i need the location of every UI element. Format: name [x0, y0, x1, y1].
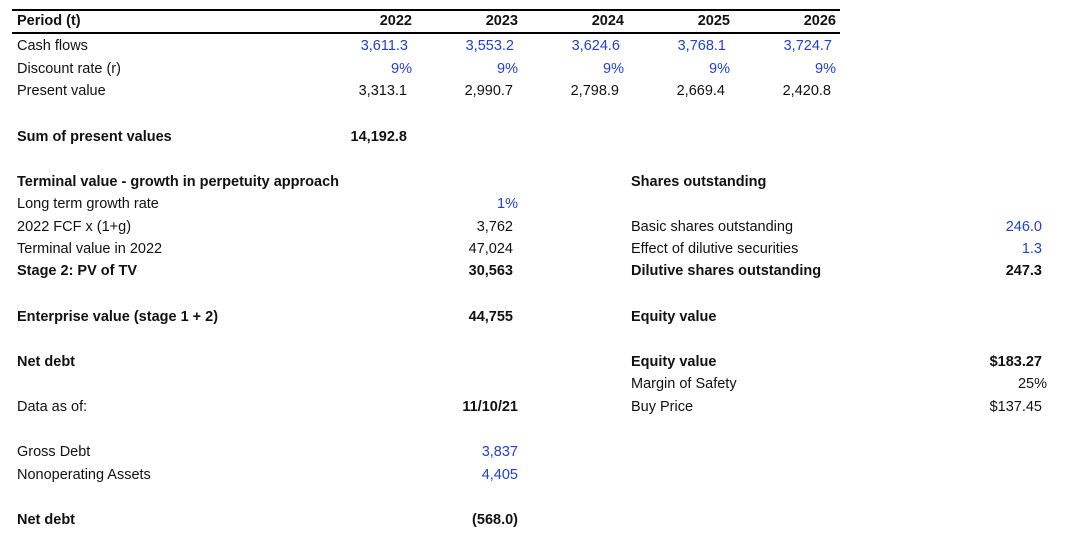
equity-value-value[interactable]: $183.27 — [989, 354, 1042, 370]
table-top-border — [12, 9, 840, 11]
year-header-2026: 2026 — [803, 13, 836, 29]
basic-shares-label: Basic shares outstanding — [631, 219, 794, 235]
discount-rate-cell[interactable]: 9% — [391, 61, 412, 77]
year-header-2025: 2025 — [697, 13, 730, 29]
header-underline — [12, 32, 840, 34]
sum-pv-label: Sum of present values — [17, 129, 172, 145]
discount-rate-cell[interactable]: 9% — [497, 61, 518, 77]
dilutive-securities-label: Effect of dilutive securities — [631, 241, 799, 257]
margin-of-safety-label: Margin of Safety — [631, 376, 737, 392]
diluted-shares-value[interactable]: 247.3 — [1005, 263, 1042, 279]
year-header-2023: 2023 — [485, 13, 518, 29]
growth-rate-label: Long term growth rate — [17, 196, 159, 212]
cash-flow-cell[interactable]: 3,553.2 — [465, 38, 514, 54]
sum-pv-value[interactable]: 14,192.8 — [350, 129, 407, 145]
pv-of-tv-label: Stage 2: PV of TV — [17, 263, 138, 279]
shares-outstanding-heading: Shares outstanding — [631, 174, 767, 190]
data-as-of-label: Data as of: — [17, 399, 88, 415]
enterprise-value-label: Enterprise value (stage 1 + 2) — [17, 309, 219, 325]
net-debt-total-label: Net debt — [17, 512, 75, 528]
basic-shares-value[interactable]: 246.0 — [1005, 219, 1042, 235]
cash-flow-cell[interactable]: 3,624.6 — [571, 38, 620, 54]
cash-flow-cell[interactable]: 3,768.1 — [677, 38, 726, 54]
cash-flow-cell[interactable]: 3,724.7 — [783, 38, 832, 54]
terminal-value-label: Terminal value in 2022 — [17, 241, 163, 257]
diluted-shares-label: Dilutive shares outstanding — [631, 263, 822, 279]
data-as-of-value[interactable]: 11/10/21 — [462, 399, 518, 415]
fcf-growth-label: 2022 FCF x (1+g) — [17, 219, 132, 235]
year-header-2024: 2024 — [591, 13, 624, 29]
nonoperating-assets-label: Nonoperating Assets — [17, 467, 151, 483]
period-header: Period (t) — [17, 13, 81, 29]
buy-price-value[interactable]: $137.45 — [989, 399, 1042, 415]
buy-price-label: Buy Price — [631, 399, 694, 415]
net-debt-heading: Net debt — [17, 354, 75, 370]
margin-of-safety-value[interactable]: 25% — [1017, 376, 1047, 392]
cash-flow-cell[interactable]: 3,611.3 — [360, 38, 408, 54]
equity-value-heading: Equity value — [631, 309, 717, 325]
pv-of-tv-value[interactable]: 30,563 — [468, 263, 513, 279]
present-value-cell[interactable]: 2,990.7 — [464, 83, 513, 99]
equity-value-label: Equity value — [631, 354, 717, 370]
discount-rate-cell[interactable]: 9% — [603, 61, 624, 77]
present-value-cell[interactable]: 3,313.1 — [358, 83, 407, 99]
terminal-value-value[interactable]: 47,024 — [468, 241, 513, 257]
present-value-cell[interactable]: 2,798.9 — [570, 83, 619, 99]
fcf-growth-value[interactable]: 3,762 — [476, 219, 513, 235]
gross-debt-value[interactable]: 3,837 — [481, 444, 518, 460]
terminal-value-heading: Terminal value - growth in perpetuity ap… — [17, 174, 340, 190]
present-value-cell[interactable]: 2,420.8 — [782, 83, 831, 99]
discount-rate-cell[interactable]: 9% — [709, 61, 730, 77]
discount-rate-label: Discount rate (r) — [17, 61, 121, 77]
present-value-cell[interactable]: 2,669.4 — [676, 83, 725, 99]
cash-flows-label: Cash flows — [17, 38, 88, 54]
growth-rate-value[interactable]: 1% — [497, 196, 518, 212]
year-header-2022: 2022 — [379, 13, 412, 29]
discount-rate-cell[interactable]: 9% — [815, 61, 836, 77]
gross-debt-label: Gross Debt — [17, 444, 91, 460]
present-value-label: Present value — [17, 83, 106, 99]
net-debt-total-value[interactable]: (568.0) — [472, 512, 518, 528]
dilutive-securities-value[interactable]: 1.3 — [1021, 241, 1042, 257]
enterprise-value-value[interactable]: 44,755 — [468, 309, 513, 325]
nonoperating-assets-value[interactable]: 4,405 — [481, 467, 518, 483]
